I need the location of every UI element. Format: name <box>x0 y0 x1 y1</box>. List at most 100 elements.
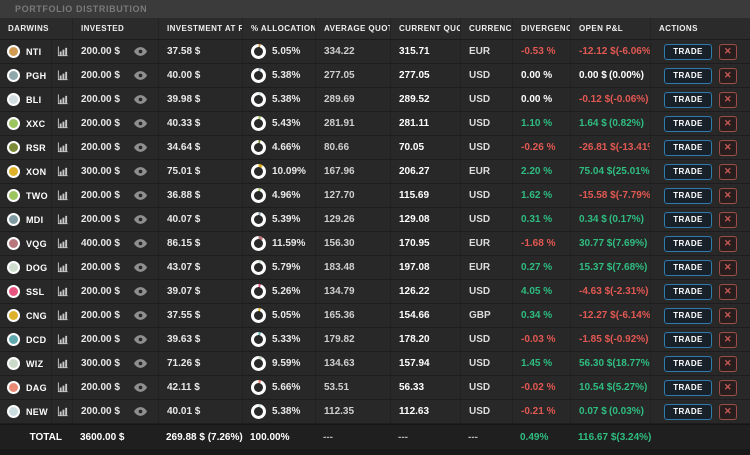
current-quote-value: 170.95 <box>399 238 430 249</box>
close-position-button[interactable]: ✕ <box>718 235 737 252</box>
visibility-toggle[interactable] <box>134 383 147 392</box>
close-position-button[interactable]: ✕ <box>718 43 737 60</box>
trade-button[interactable]: TRADE <box>664 379 712 396</box>
chart-button[interactable] <box>51 208 72 231</box>
trade-button[interactable]: TRADE <box>664 331 712 348</box>
trade-button[interactable]: TRADE <box>664 211 712 228</box>
trade-button[interactable]: TRADE <box>664 91 712 108</box>
trade-button[interactable]: TRADE <box>664 115 712 132</box>
close-position-button[interactable]: ✕ <box>718 187 737 204</box>
visibility-toggle[interactable] <box>134 119 147 128</box>
visibility-toggle[interactable] <box>134 407 147 416</box>
trade-button[interactable]: TRADE <box>664 403 712 420</box>
close-position-button[interactable]: ✕ <box>718 259 737 276</box>
close-position-button[interactable]: ✕ <box>718 67 737 84</box>
header-actions: ACTIONS <box>650 18 750 39</box>
trade-button[interactable]: TRADE <box>664 259 712 276</box>
current-quote-value: 315.71 <box>399 46 430 57</box>
chart-button[interactable] <box>51 304 72 327</box>
trade-button[interactable]: TRADE <box>664 235 712 252</box>
current-quote-value: 157.94 <box>399 358 430 369</box>
chart-button[interactable] <box>51 328 72 351</box>
chart-button[interactable] <box>51 64 72 87</box>
close-position-button[interactable]: ✕ <box>718 115 737 132</box>
visibility-toggle[interactable] <box>134 239 147 248</box>
allocation-cell: 5.26% <box>242 280 315 303</box>
trade-button[interactable]: TRADE <box>664 355 712 372</box>
close-position-button[interactable]: ✕ <box>718 355 737 372</box>
trade-button[interactable]: TRADE <box>664 43 712 60</box>
chart-button[interactable] <box>51 112 72 135</box>
chart-button[interactable] <box>51 184 72 207</box>
eye-icon <box>134 311 147 320</box>
chart-button[interactable] <box>51 40 72 63</box>
total-currency: --- <box>468 431 478 443</box>
visibility-toggle[interactable] <box>134 143 147 152</box>
currency-value: USD <box>469 142 491 153</box>
divergence-cell: -0.02 % <box>512 376 570 399</box>
allocation-value: 5.79% <box>272 262 301 273</box>
invested-cell: 400.00 $ <box>72 232 158 255</box>
actions-cell: TRADE ✕ <box>650 232 750 255</box>
visibility-toggle[interactable] <box>134 71 147 80</box>
darwin-cell: NEW <box>0 400 72 423</box>
chart-button[interactable] <box>51 256 72 279</box>
visibility-toggle[interactable] <box>134 47 147 56</box>
current-quote-value: 126.22 <box>399 286 430 297</box>
header-invested: INVESTED <box>72 18 158 39</box>
allocation-donut <box>251 44 266 59</box>
chart-button[interactable] <box>51 160 72 183</box>
average-quote-value: 179.82 <box>324 334 355 345</box>
header-currency: CURRENCY <box>460 18 512 39</box>
visibility-toggle[interactable] <box>134 263 147 272</box>
currency-value: USD <box>469 334 491 345</box>
visibility-toggle[interactable] <box>134 311 147 320</box>
allocation-cell: 10.09% <box>242 160 315 183</box>
allocation-cell: 5.43% <box>242 112 315 135</box>
trade-button[interactable]: TRADE <box>664 307 712 324</box>
at-risk-cell: 40.00 $ <box>158 64 242 87</box>
visibility-toggle[interactable] <box>134 359 147 368</box>
close-position-button[interactable]: ✕ <box>718 307 737 324</box>
trade-button[interactable]: TRADE <box>664 283 712 300</box>
actions-cell: TRADE ✕ <box>650 40 750 63</box>
current-quote-cell: 154.66 <box>390 304 460 327</box>
close-position-button[interactable]: ✕ <box>718 403 737 420</box>
trade-button[interactable]: TRADE <box>664 139 712 156</box>
chart-button[interactable] <box>51 400 72 423</box>
close-position-button[interactable]: ✕ <box>718 91 737 108</box>
visibility-toggle[interactable] <box>134 167 147 176</box>
trade-button[interactable]: TRADE <box>664 67 712 84</box>
chart-button[interactable] <box>51 376 72 399</box>
chart-button[interactable] <box>51 136 72 159</box>
trade-button[interactable]: TRADE <box>664 163 712 180</box>
close-icon: ✕ <box>724 46 732 56</box>
close-position-button[interactable]: ✕ <box>718 163 737 180</box>
close-position-button[interactable]: ✕ <box>718 211 737 228</box>
chart-button[interactable] <box>51 88 72 111</box>
darwin-avatar <box>7 93 20 106</box>
visibility-toggle[interactable] <box>134 287 147 296</box>
darwin-avatar <box>7 357 20 370</box>
current-quote-value: 115.69 <box>399 190 430 201</box>
currency-cell: USD <box>460 208 512 231</box>
visibility-toggle[interactable] <box>134 95 147 104</box>
chart-button[interactable] <box>51 232 72 255</box>
divergence-value: 2.20 % <box>521 166 553 177</box>
trade-button[interactable]: TRADE <box>664 187 712 204</box>
allocation-donut-hole <box>254 215 263 224</box>
close-position-button[interactable]: ✕ <box>718 331 737 348</box>
close-position-button[interactable]: ✕ <box>718 139 737 156</box>
visibility-toggle[interactable] <box>134 215 147 224</box>
visibility-toggle[interactable] <box>134 191 147 200</box>
chart-button[interactable] <box>51 280 72 303</box>
pl-percent: (-0.06%) <box>610 94 649 105</box>
pl-value: -4.63 $ <box>579 286 611 297</box>
divergence-value: -0.03 % <box>521 334 556 345</box>
allocation-donut-hole <box>254 359 263 368</box>
allocation-donut-hole <box>254 143 263 152</box>
close-position-button[interactable]: ✕ <box>718 283 737 300</box>
close-position-button[interactable]: ✕ <box>718 379 737 396</box>
visibility-toggle[interactable] <box>134 335 147 344</box>
chart-button[interactable] <box>51 352 72 375</box>
